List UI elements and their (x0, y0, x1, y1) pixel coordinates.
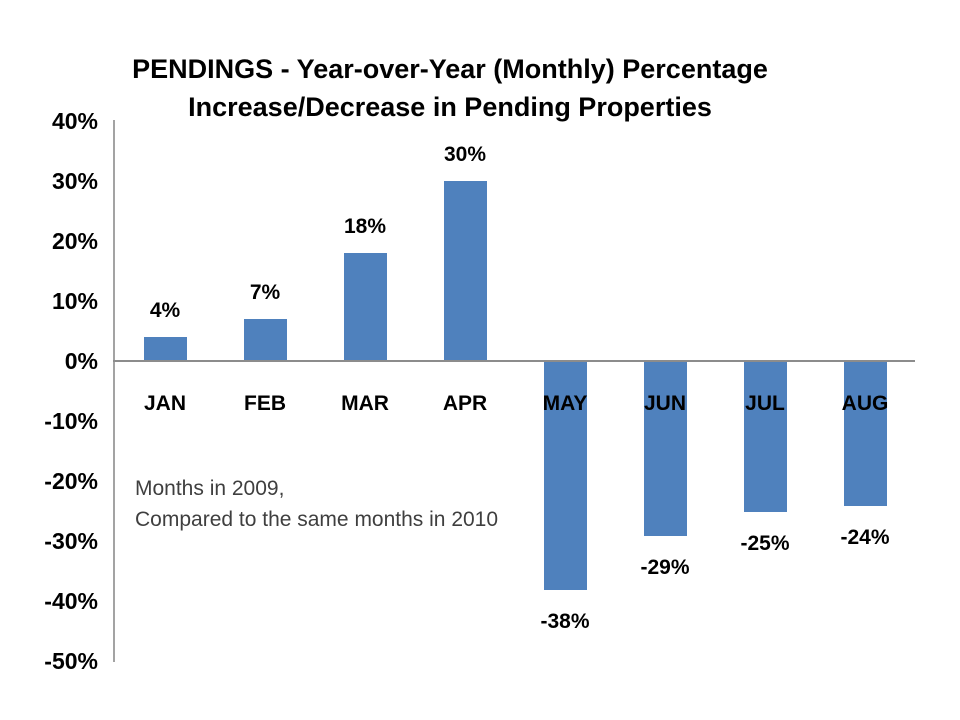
x-axis-label-aug: AUG (841, 392, 889, 415)
x-axis-label-may: MAY (542, 392, 588, 415)
x-axis-label-feb: FEB (244, 392, 286, 415)
zero-gridline (113, 360, 915, 362)
data-label-jan: 4% (149, 299, 181, 322)
bar-jan (143, 337, 187, 361)
data-label-aug: -24% (840, 526, 890, 549)
annotation-line1: Months in 2009, (135, 477, 285, 500)
y-axis-line (113, 120, 115, 662)
bar-feb (243, 319, 287, 361)
bar-apr (443, 181, 487, 361)
data-label-may: -38% (540, 610, 590, 633)
bar-jun (643, 362, 687, 536)
bar-aug (843, 362, 887, 506)
data-label-jul: -25% (740, 532, 790, 555)
y-axis-tick-label: 40% (51, 108, 98, 134)
y-axis-tick-label: 10% (51, 288, 98, 314)
data-label-mar: 18% (343, 215, 387, 238)
annotation-line2: Compared to the same months in 2010 (135, 508, 499, 531)
y-axis-tick-label: -10% (44, 408, 98, 434)
x-axis-label-jan: JAN (143, 392, 186, 415)
bar-mar (343, 253, 387, 361)
chart-title-line2: Increase/Decrease in Pending Properties (188, 92, 712, 122)
annotation: Months in 2009, Compared to the same mon… (135, 473, 498, 535)
x-axis-label-jun: JUN (643, 392, 686, 415)
y-axis-tick-label: -20% (44, 468, 98, 494)
x-axis-label-jul: JUL (745, 392, 785, 415)
y-axis-tick-label: -30% (44, 528, 98, 554)
y-axis-tick-label: 20% (51, 228, 98, 254)
data-label-feb: 7% (249, 281, 281, 304)
bar-jul (743, 362, 787, 512)
bar-may (543, 362, 587, 590)
x-axis-label-mar: MAR (341, 392, 389, 415)
data-label-apr: 30% (443, 143, 487, 166)
y-axis-tick-label: 0% (64, 348, 98, 374)
y-axis-tick-label: 30% (51, 168, 98, 194)
chart-title-line1: PENDINGS - Year-over-Year (Monthly) Perc… (132, 54, 768, 84)
data-label-jun: -29% (640, 556, 690, 579)
y-axis-tick-label: -50% (44, 648, 98, 674)
chart-title: PENDINGS - Year-over-Year (Monthly) Perc… (40, 50, 860, 126)
y-axis-tick-label: -40% (44, 588, 98, 614)
x-axis-label-apr: APR (442, 392, 488, 415)
